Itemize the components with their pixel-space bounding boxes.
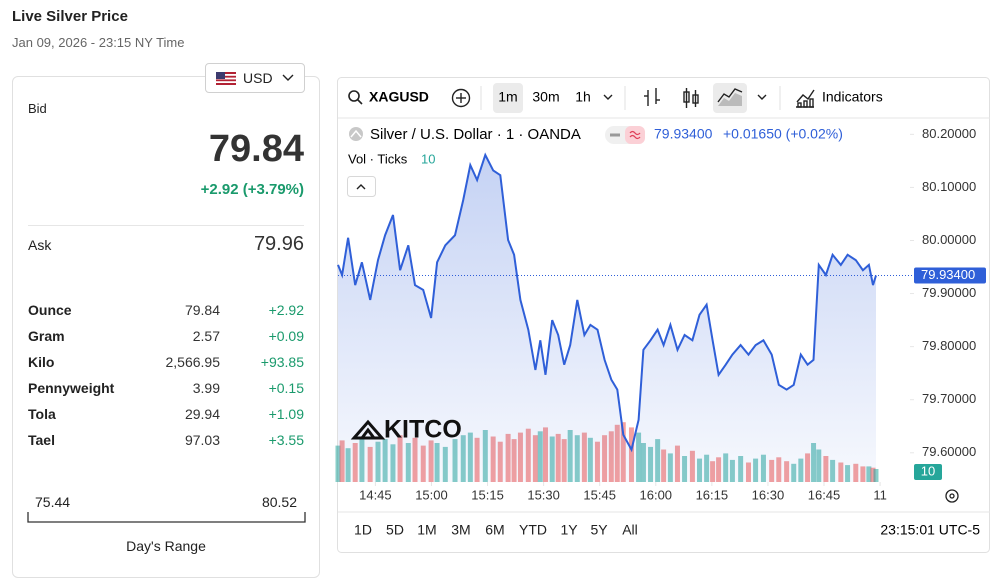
indicators-icon[interactable] — [796, 89, 815, 108]
range-button[interactable]: 1Y — [560, 522, 578, 538]
x-tick-label: 16:30 — [752, 487, 785, 502]
plot-area — [335, 133, 914, 486]
unit-name: Gram — [28, 328, 65, 344]
currency-select[interactable]: USD — [205, 63, 305, 93]
volume-legend: Vol · Ticks — [348, 151, 408, 166]
unit-name: Tola — [28, 406, 56, 422]
unit-name: Kilo — [28, 354, 55, 370]
page-title: Live Silver Price — [12, 8, 128, 25]
range-button[interactable]: 6M — [485, 522, 504, 538]
range-low: 75.44 — [35, 494, 71, 510]
unit-price: 2.57 — [192, 328, 220, 344]
unit-name: Pennyweight — [28, 380, 115, 396]
last-price-label: 79.93400 — [921, 267, 975, 282]
y-tick-label: 79.70000 — [922, 391, 976, 406]
flag-icon — [216, 72, 236, 85]
x-tick-label: 15:00 — [415, 487, 448, 502]
unit-change: +3.55 — [268, 432, 304, 448]
range-label: Day's Range — [126, 538, 206, 554]
indicators-button[interactable]: Indicators — [822, 89, 883, 105]
unit-change: +2.92 — [268, 302, 304, 318]
bid-value: 79.84 — [208, 128, 304, 170]
unit-price: 79.84 — [184, 302, 220, 318]
range-high: 80.52 — [261, 494, 297, 510]
chevron — [282, 74, 294, 81]
x-tick-label: 16:15 — [696, 487, 729, 502]
range-button[interactable]: 5Y — [590, 522, 608, 538]
currency-label: USD — [243, 70, 273, 86]
interval[interactable]: 1m — [498, 89, 517, 105]
ask-value: 79.96 — [253, 233, 304, 255]
range-button[interactable]: 3M — [451, 522, 470, 538]
volume-badge — [914, 464, 942, 480]
price-line — [337, 152, 877, 453]
x-tick-label: 15:30 — [527, 487, 560, 502]
volume-badge-label: 10 — [921, 463, 935, 478]
unit-change: +0.15 — [268, 380, 304, 396]
x-tick-label: 14:45 — [359, 487, 392, 502]
collapse-arrow — [356, 184, 366, 190]
unit-change: +0.09 — [268, 328, 304, 344]
price-area — [338, 155, 876, 482]
y-tick-label: 79.60000 — [922, 444, 976, 459]
y-tick-label: 79.80000 — [922, 338, 976, 353]
y-tick-label: 79.90000 — [922, 285, 976, 300]
range-bar — [27, 512, 306, 523]
active-interval — [493, 83, 523, 113]
area-icon[interactable] — [717, 88, 743, 106]
y-tick-label: 80.10000 — [922, 179, 976, 194]
clock: 23:15:01 UTC-5 — [880, 522, 980, 538]
bid-label: Bid — [28, 101, 47, 116]
divider — [28, 225, 304, 226]
interval[interactable]: 30m — [532, 89, 559, 105]
chart: XAGUSD 1m 30m 1h Indicators Silver / U.S… — [335, 77, 990, 553]
interval[interactable]: 1h — [575, 89, 591, 105]
unit-price: 97.03 — [184, 432, 220, 448]
status-wave — [629, 130, 641, 140]
style-menu[interactable] — [757, 94, 767, 100]
search-icon[interactable] — [348, 90, 363, 105]
x-tick-label: 16:00 — [640, 487, 673, 502]
unit-change: +1.09 — [268, 406, 304, 422]
symbol-logo-mark — [350, 129, 362, 138]
x-tick-label: 15:45 — [583, 487, 616, 502]
page-subtitle: Jan 09, 2026 - 23:15 NY Time — [12, 35, 185, 50]
last-price-badge — [914, 267, 986, 284]
symbol[interactable]: XAGUSD — [369, 89, 429, 105]
volume-legend-value: 10 — [421, 151, 435, 166]
legend-change: +0.01650 (+0.02%) — [723, 126, 843, 142]
collapse-legend[interactable] — [347, 176, 376, 197]
range-button[interactable]: 5D — [386, 522, 404, 538]
y-tick-label: 80.00000 — [922, 232, 976, 247]
interval-menu[interactable] — [603, 94, 613, 100]
range-button[interactable]: 1D — [354, 522, 372, 538]
page: Live Silver Price {"header": {"title": "… — [12, 8, 990, 578]
chart-title: Silver / U.S. Dollar · 1 · OANDA — [370, 126, 581, 143]
unit-name: Tael — [28, 432, 55, 448]
watermark-text: KITCO — [384, 416, 462, 444]
bid-change: +2.92 (+3.79%) — [200, 181, 304, 198]
candle-icon[interactable] — [683, 88, 699, 108]
range-button[interactable]: 1M — [417, 522, 436, 538]
page-body: XAGUSD 1m 30m 1h Indicators Silver / U.S… — [12, 8, 990, 578]
legend-price: 79.93400 — [654, 126, 713, 142]
x-tick-label: 16:45 — [808, 487, 841, 502]
unit-change: +93.85 — [260, 354, 304, 370]
range-button[interactable]: YTD — [519, 522, 547, 538]
status-pill-alert — [625, 126, 645, 144]
unit-name: Ounce — [28, 302, 72, 318]
bar-style-icon[interactable] — [644, 88, 660, 106]
ask-label: Ask — [28, 237, 52, 253]
unit-price: 3.99 — [192, 380, 220, 396]
range-button[interactable]: All — [622, 522, 638, 538]
y-tick-label: 80.20000 — [922, 126, 976, 141]
compare-button[interactable] — [451, 88, 471, 108]
unit-price: 2,566.95 — [165, 354, 221, 370]
unit-price: 29.94 — [184, 406, 220, 422]
x-tick-label: 11 — [873, 487, 887, 502]
x-tick-label: 15:15 — [471, 487, 504, 502]
watermark: KITCO — [350, 416, 462, 444]
settings-icon[interactable] — [945, 489, 959, 503]
symbol-logo — [349, 127, 363, 141]
